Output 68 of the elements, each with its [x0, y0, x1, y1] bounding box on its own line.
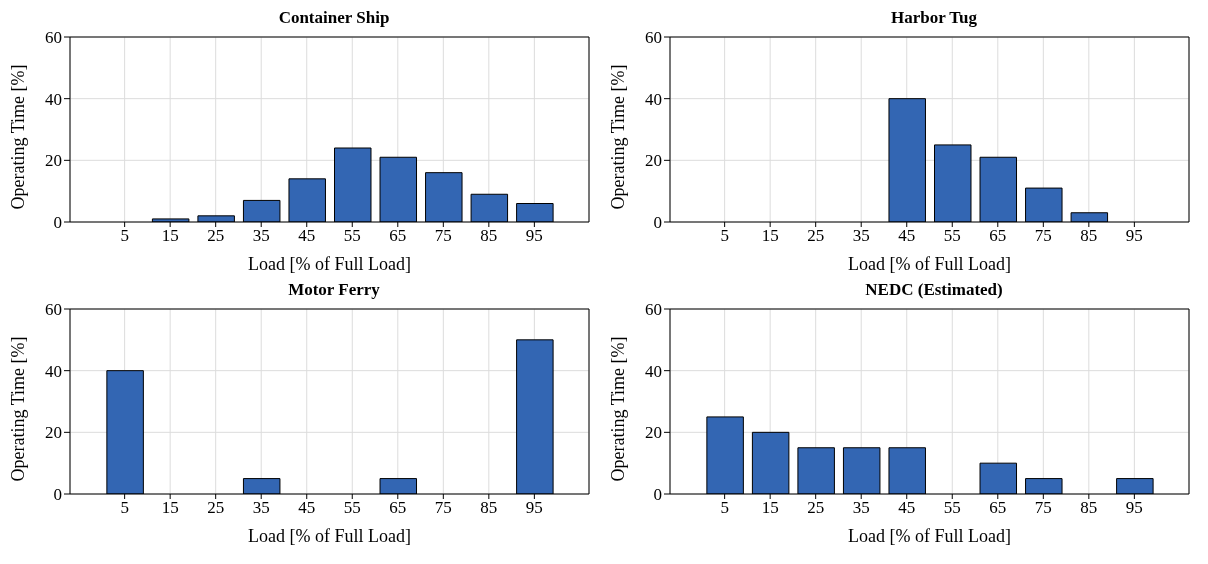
y-tick-label: 20 — [645, 423, 662, 443]
x-tick-label: 95 — [1125, 498, 1143, 518]
x-tick-label: 25 — [207, 226, 225, 246]
y-tick-label: 0 — [653, 213, 662, 233]
x-tick-label: 75 — [1034, 226, 1052, 246]
x-tick-label: 35 — [852, 498, 870, 518]
x-axis-title: Load [% of Full Load] — [248, 254, 411, 274]
x-tick-label: 85 — [1080, 498, 1098, 518]
chart-title: Motor Ferry — [287, 280, 381, 301]
x-tick-label: 75 — [434, 498, 452, 518]
y-axis-title: Operating Time [%] — [608, 64, 629, 210]
x-tick-label: 85 — [480, 498, 498, 518]
x-axis-title: Load [% of Full Load] — [848, 254, 1011, 274]
y-tick-label: 40 — [645, 89, 662, 109]
chart-title: Harbor Tug — [889, 8, 979, 29]
x-tick-label: 65 — [389, 226, 407, 246]
x-tick-label: 55 — [343, 498, 361, 518]
y-tick-label: 20 — [45, 423, 62, 443]
x-tick-label: 25 — [807, 498, 825, 518]
x-tick-label: 55 — [343, 226, 361, 246]
x-tick-label: 65 — [389, 498, 407, 518]
y-tick-label: 0 — [653, 485, 662, 505]
y-tick-label: 60 — [645, 28, 662, 48]
x-tick-label: 15 — [161, 226, 179, 246]
y-tick-label: 40 — [45, 361, 62, 381]
x-tick-label: 5 — [120, 498, 129, 518]
y-tick-label: 20 — [645, 151, 662, 171]
x-tick-label: 95 — [525, 226, 543, 246]
x-tick-label: 65 — [989, 226, 1007, 246]
x-tick-label: 15 — [761, 498, 779, 518]
y-tick-label: 0 — [53, 485, 62, 505]
y-tick-label: 40 — [645, 361, 662, 381]
y-tick-label: 40 — [45, 89, 62, 109]
y-axis-title: Operating Time [%] — [8, 64, 29, 210]
x-tick-label: 5 — [120, 226, 129, 246]
x-tick-label: 35 — [852, 226, 870, 246]
x-axis-title: Load [% of Full Load] — [848, 526, 1011, 546]
x-tick-label: 85 — [1080, 226, 1098, 246]
x-tick-label: 45 — [298, 498, 316, 518]
x-tick-label: 75 — [434, 226, 452, 246]
x-tick-label: 25 — [807, 226, 825, 246]
y-tick-label: 60 — [45, 28, 62, 48]
x-tick-label: 15 — [761, 226, 779, 246]
x-tick-label: 55 — [943, 498, 961, 518]
x-tick-label: 85 — [480, 226, 498, 246]
x-tick-label: 45 — [898, 498, 916, 518]
y-tick-label: 60 — [645, 300, 662, 320]
x-tick-label: 95 — [525, 498, 543, 518]
y-tick-label: 0 — [53, 213, 62, 233]
x-tick-label: 45 — [898, 226, 916, 246]
x-tick-label: 65 — [989, 498, 1007, 518]
y-axis-title: Operating Time [%] — [608, 336, 629, 482]
x-tick-label: 15 — [161, 498, 179, 518]
x-tick-label: 25 — [207, 498, 225, 518]
x-tick-label: 5 — [720, 226, 729, 246]
y-tick-label: 20 — [45, 151, 62, 171]
x-tick-label: 75 — [1034, 498, 1052, 518]
chart-title: NEDC (Estimated) — [864, 280, 1004, 301]
x-tick-label: 35 — [252, 226, 270, 246]
x-tick-label: 35 — [252, 498, 270, 518]
x-tick-label: 95 — [1125, 226, 1143, 246]
y-tick-label: 60 — [45, 300, 62, 320]
x-tick-label: 55 — [943, 226, 961, 246]
x-tick-label: 5 — [720, 498, 729, 518]
x-axis-title: Load [% of Full Load] — [248, 526, 411, 546]
y-axis-title: Operating Time [%] — [8, 336, 29, 482]
chart-title: Container Ship — [277, 8, 391, 29]
x-tick-label: 45 — [298, 226, 316, 246]
